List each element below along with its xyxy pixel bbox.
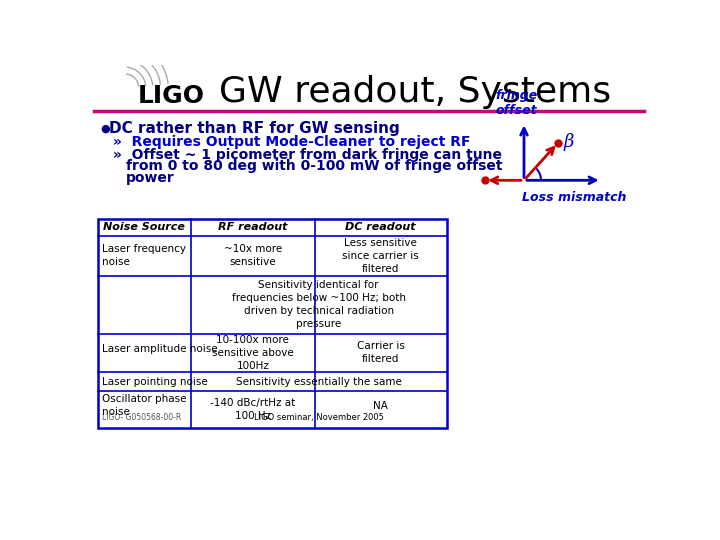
Text: GW readout, Systems: GW readout, Systems — [220, 75, 611, 109]
Text: 10-100x more
sensitive above
100Hz: 10-100x more sensitive above 100Hz — [212, 335, 294, 371]
Text: from 0 to 80 deg with 0-100 mW of fringe offset: from 0 to 80 deg with 0-100 mW of fringe… — [126, 159, 502, 173]
Text: DC readout: DC readout — [346, 222, 416, 232]
Text: ●: ● — [101, 124, 111, 134]
Text: Sensitivity identical for
frequencies below ~100 Hz; both
driven by technical ra: Sensitivity identical for frequencies be… — [232, 280, 405, 329]
Text: NA: NA — [373, 401, 388, 411]
Bar — [98, 219, 446, 428]
Text: »  Offset ~ 1 picometer from dark fringe can tune: » Offset ~ 1 picometer from dark fringe … — [113, 148, 503, 162]
Text: RF readout: RF readout — [218, 222, 287, 232]
Text: Loss mismatch: Loss mismatch — [522, 191, 626, 204]
Text: fringe
offset: fringe offset — [495, 89, 537, 117]
Text: Laser frequency
noise: Laser frequency noise — [102, 244, 186, 267]
Text: LIGO seminar, November 2005: LIGO seminar, November 2005 — [253, 413, 384, 422]
Text: Noise Source: Noise Source — [103, 222, 185, 232]
Text: ~10x more
sensitive: ~10x more sensitive — [224, 244, 282, 267]
Text: Sensitivity essentially the same: Sensitivity essentially the same — [235, 377, 402, 387]
Text: »  Requires Output Mode-Cleaner to reject RF: » Requires Output Mode-Cleaner to reject… — [113, 135, 471, 149]
Text: LIGO- G050568-00-R: LIGO- G050568-00-R — [102, 413, 181, 422]
Text: β: β — [563, 132, 574, 151]
Text: LIGO: LIGO — [138, 84, 205, 107]
Text: -140 dBc/rtHz at
100 Hz: -140 dBc/rtHz at 100 Hz — [210, 398, 295, 421]
Text: Oscillator phase
noise: Oscillator phase noise — [102, 394, 186, 417]
Text: power: power — [126, 171, 174, 185]
Text: Laser pointing noise: Laser pointing noise — [102, 377, 207, 387]
Text: Laser amplitude noise: Laser amplitude noise — [102, 344, 217, 354]
Text: DC rather than RF for GW sensing: DC rather than RF for GW sensing — [109, 121, 400, 136]
Text: Carrier is
filtered: Carrier is filtered — [356, 341, 405, 365]
Text: Less sensitive
since carrier is
filtered: Less sensitive since carrier is filtered — [342, 238, 419, 274]
